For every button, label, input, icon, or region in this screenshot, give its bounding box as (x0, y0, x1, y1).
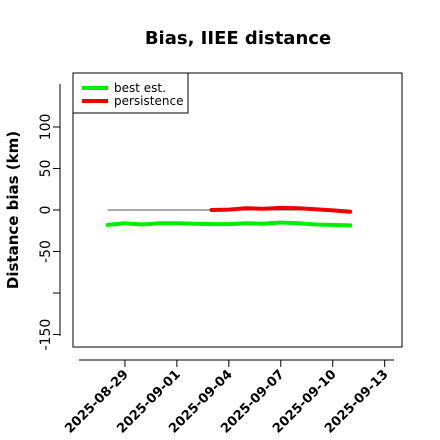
legend-label-best-est: best est. (114, 81, 166, 95)
legend-box (72, 72, 189, 114)
x-ticks: 2025-08-292025-09-012025-09-042025-09-07… (62, 360, 392, 437)
legend-label-persistence: persistence (114, 94, 183, 108)
y-tick-label: 0 (38, 206, 54, 215)
series-layer (105, 205, 353, 228)
y-tick-label: -150 (38, 319, 54, 351)
plot-frame (72, 72, 403, 348)
y-tick-label: -50 (38, 240, 54, 263)
legend: best est. persistence (72, 72, 189, 114)
chart-title: Bias, IIEE distance (145, 28, 331, 49)
y-tick-label: 50 (38, 160, 54, 178)
series-line-persistence (209, 205, 353, 214)
y-ticks: -150 -50 0 50 100 (38, 114, 60, 351)
plot-area (105, 205, 353, 228)
y-axis-label: Distance bias (km) (4, 131, 22, 289)
series-line-best-est (105, 220, 353, 228)
y-tick-label: 100 (38, 114, 54, 141)
